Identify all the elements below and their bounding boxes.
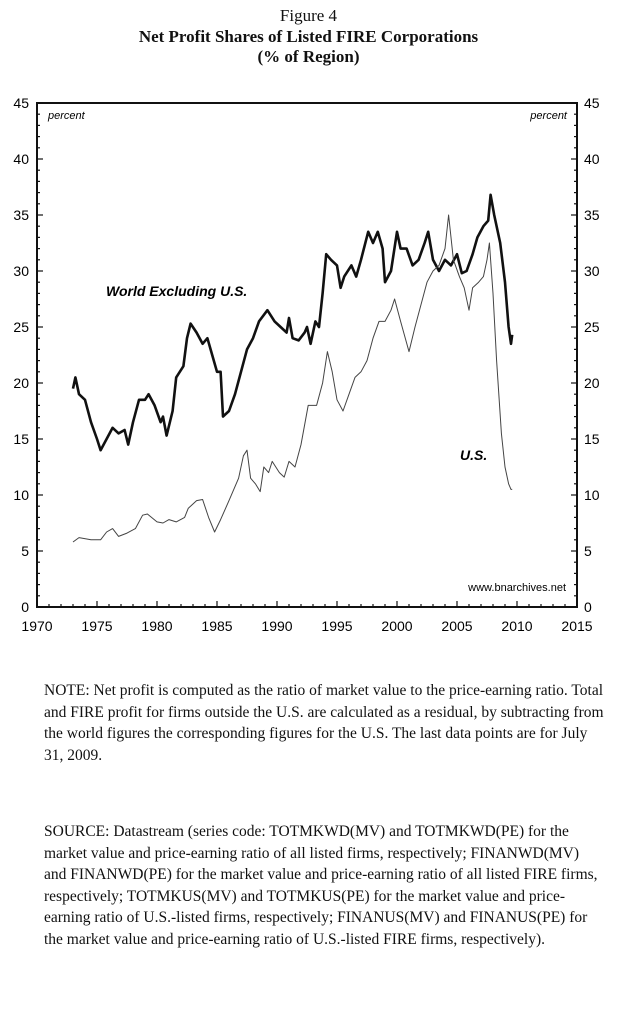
x-tick-label: 2005 xyxy=(441,618,472,634)
x-tick-label: 2000 xyxy=(381,618,412,634)
y-tick-label-left: 45 xyxy=(13,95,29,111)
series-line-world-ex-us xyxy=(71,193,514,452)
x-tick-label: 2015 xyxy=(561,618,592,634)
note-text: NOTE: Net profit is computed as the rati… xyxy=(44,682,604,764)
chart: 0 0 5 5 10 10 15 15 20 20 25 25 30 30 35 35 40 40 45 45 1970… xyxy=(13,95,600,634)
x-tick-label: 1970 xyxy=(21,618,52,634)
y-tick-label-right: 5 xyxy=(584,543,592,559)
y-tick-label-left: 10 xyxy=(13,487,29,503)
x-tick-label: 2010 xyxy=(501,618,532,634)
plot-frame xyxy=(36,102,578,608)
y-tick-label-left: 40 xyxy=(13,151,29,167)
y-tick-label-right: 20 xyxy=(584,375,600,391)
y-tick-label-right: 45 xyxy=(584,95,600,111)
figure-label: Figure 4 xyxy=(279,6,338,25)
y-tick-label-left: 30 xyxy=(13,263,29,279)
y-tick-label-right: 10 xyxy=(584,487,600,503)
y-tick-label-left: 20 xyxy=(13,375,29,391)
y-tick-label-left: 35 xyxy=(13,207,29,223)
x-tick-label: 1975 xyxy=(81,618,112,634)
y-tick-label-right: 25 xyxy=(584,319,600,335)
y-tick-label-right: 15 xyxy=(584,431,600,447)
y-tick-label-left: 25 xyxy=(13,319,29,335)
y-axis-label-right: percent xyxy=(529,110,568,122)
y-tick-label-left: 5 xyxy=(21,543,29,559)
x-tick-label: 1985 xyxy=(201,618,232,634)
x-tick-label: 1995 xyxy=(321,618,352,634)
y-tick-label-right: 30 xyxy=(584,263,600,279)
watermark: www.bnarchives.net xyxy=(467,582,566,594)
y-tick-label-right: 40 xyxy=(584,151,600,167)
series-line-us xyxy=(72,214,513,543)
x-tick-label: 1990 xyxy=(261,618,292,634)
y-tick-label-right: 0 xyxy=(584,599,592,615)
x-tick-label: 1980 xyxy=(141,618,172,634)
chart-subtitle: (% of Region) xyxy=(257,47,360,66)
y-tick-label-left: 15 xyxy=(13,431,29,447)
y-axis-label-left: percent xyxy=(47,110,86,122)
y-tick-label-right: 35 xyxy=(584,207,600,223)
source-text: SOURCE: Datastream (series code: TOTMKWD… xyxy=(44,823,598,948)
series-label-world-ex-us: World Excluding U.S. xyxy=(106,283,247,299)
y-tick-label-left: 0 xyxy=(21,599,29,615)
chart-title: Net Profit Shares of Listed FIRE Corpora… xyxy=(138,27,479,46)
series-label-us: U.S. xyxy=(460,447,487,463)
